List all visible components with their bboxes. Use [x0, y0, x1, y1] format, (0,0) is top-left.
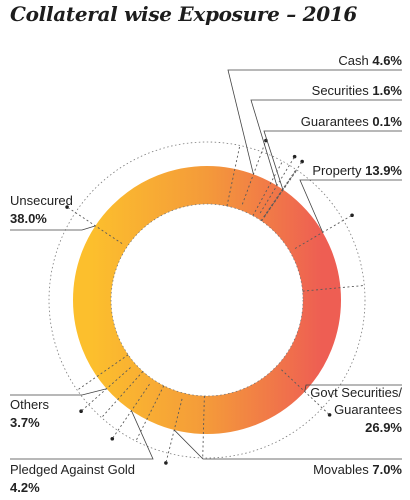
leader-line: [299, 179, 402, 233]
leader-line: [304, 384, 402, 392]
donut-ring: [73, 166, 341, 434]
slice-label-guarantees: Guarantees 0.1%: [301, 114, 403, 129]
leader-radial: [259, 156, 296, 214]
leader-line: [10, 388, 107, 396]
leader-line: [263, 130, 402, 190]
slice-label-securities: Securities 1.6%: [312, 83, 403, 98]
leader-dot: [350, 213, 354, 218]
chart-title: Collateral wise Exposure – 2016: [10, 2, 358, 26]
slice-divider: [135, 385, 165, 442]
leader-line: [173, 429, 402, 460]
slice-divider: [226, 145, 241, 207]
slice-label-govt-securities-line2: Guarantees: [334, 402, 402, 417]
slice-divider: [252, 161, 283, 216]
slice-value-others: 3.7%: [10, 415, 40, 430]
leader-radial: [294, 214, 353, 249]
leader-radial: [264, 161, 303, 217]
slice-label-property: Property 13.9%: [312, 163, 402, 178]
slice-divider: [261, 169, 298, 222]
slice-label-movables: Movables 7.0%: [313, 462, 402, 477]
leader-dot: [164, 461, 168, 465]
leader-radial: [111, 383, 150, 440]
slice-divider: [202, 395, 205, 458]
slice-label-cash: Cash 4.6%: [338, 53, 402, 68]
slice-divider: [77, 354, 129, 391]
leader-radial: [80, 367, 131, 412]
leader-lines: [10, 69, 402, 465]
slice-value-unsecured: 38.0%: [10, 211, 47, 226]
slice-divider: [260, 169, 297, 221]
slice-value-govt-securities: 26.9%: [365, 420, 402, 435]
slice-label-unsecured: Unsecured: [10, 193, 73, 208]
inner-dotted-ring: [110, 203, 304, 397]
slice-value-pledged-gold: 4.2%: [10, 480, 40, 495]
slice-label-others: Others: [10, 397, 50, 412]
leader-radial: [66, 206, 123, 244]
leader-line: [10, 225, 96, 231]
slice-dividers: [77, 145, 365, 458]
leader-line: [227, 69, 402, 175]
outer-dotted-ring: [48, 141, 366, 459]
slice-label-govt-securities-line1: Govt Securities/: [310, 385, 402, 400]
slice-divider: [101, 371, 144, 418]
leader-radial: [165, 398, 183, 464]
leader-line: [10, 410, 154, 460]
slice-divider: [302, 285, 365, 292]
leader-line: [250, 99, 402, 186]
leader-radial: [281, 369, 330, 416]
slice-label-pledged-gold: Pledged Against Gold: [10, 462, 135, 477]
